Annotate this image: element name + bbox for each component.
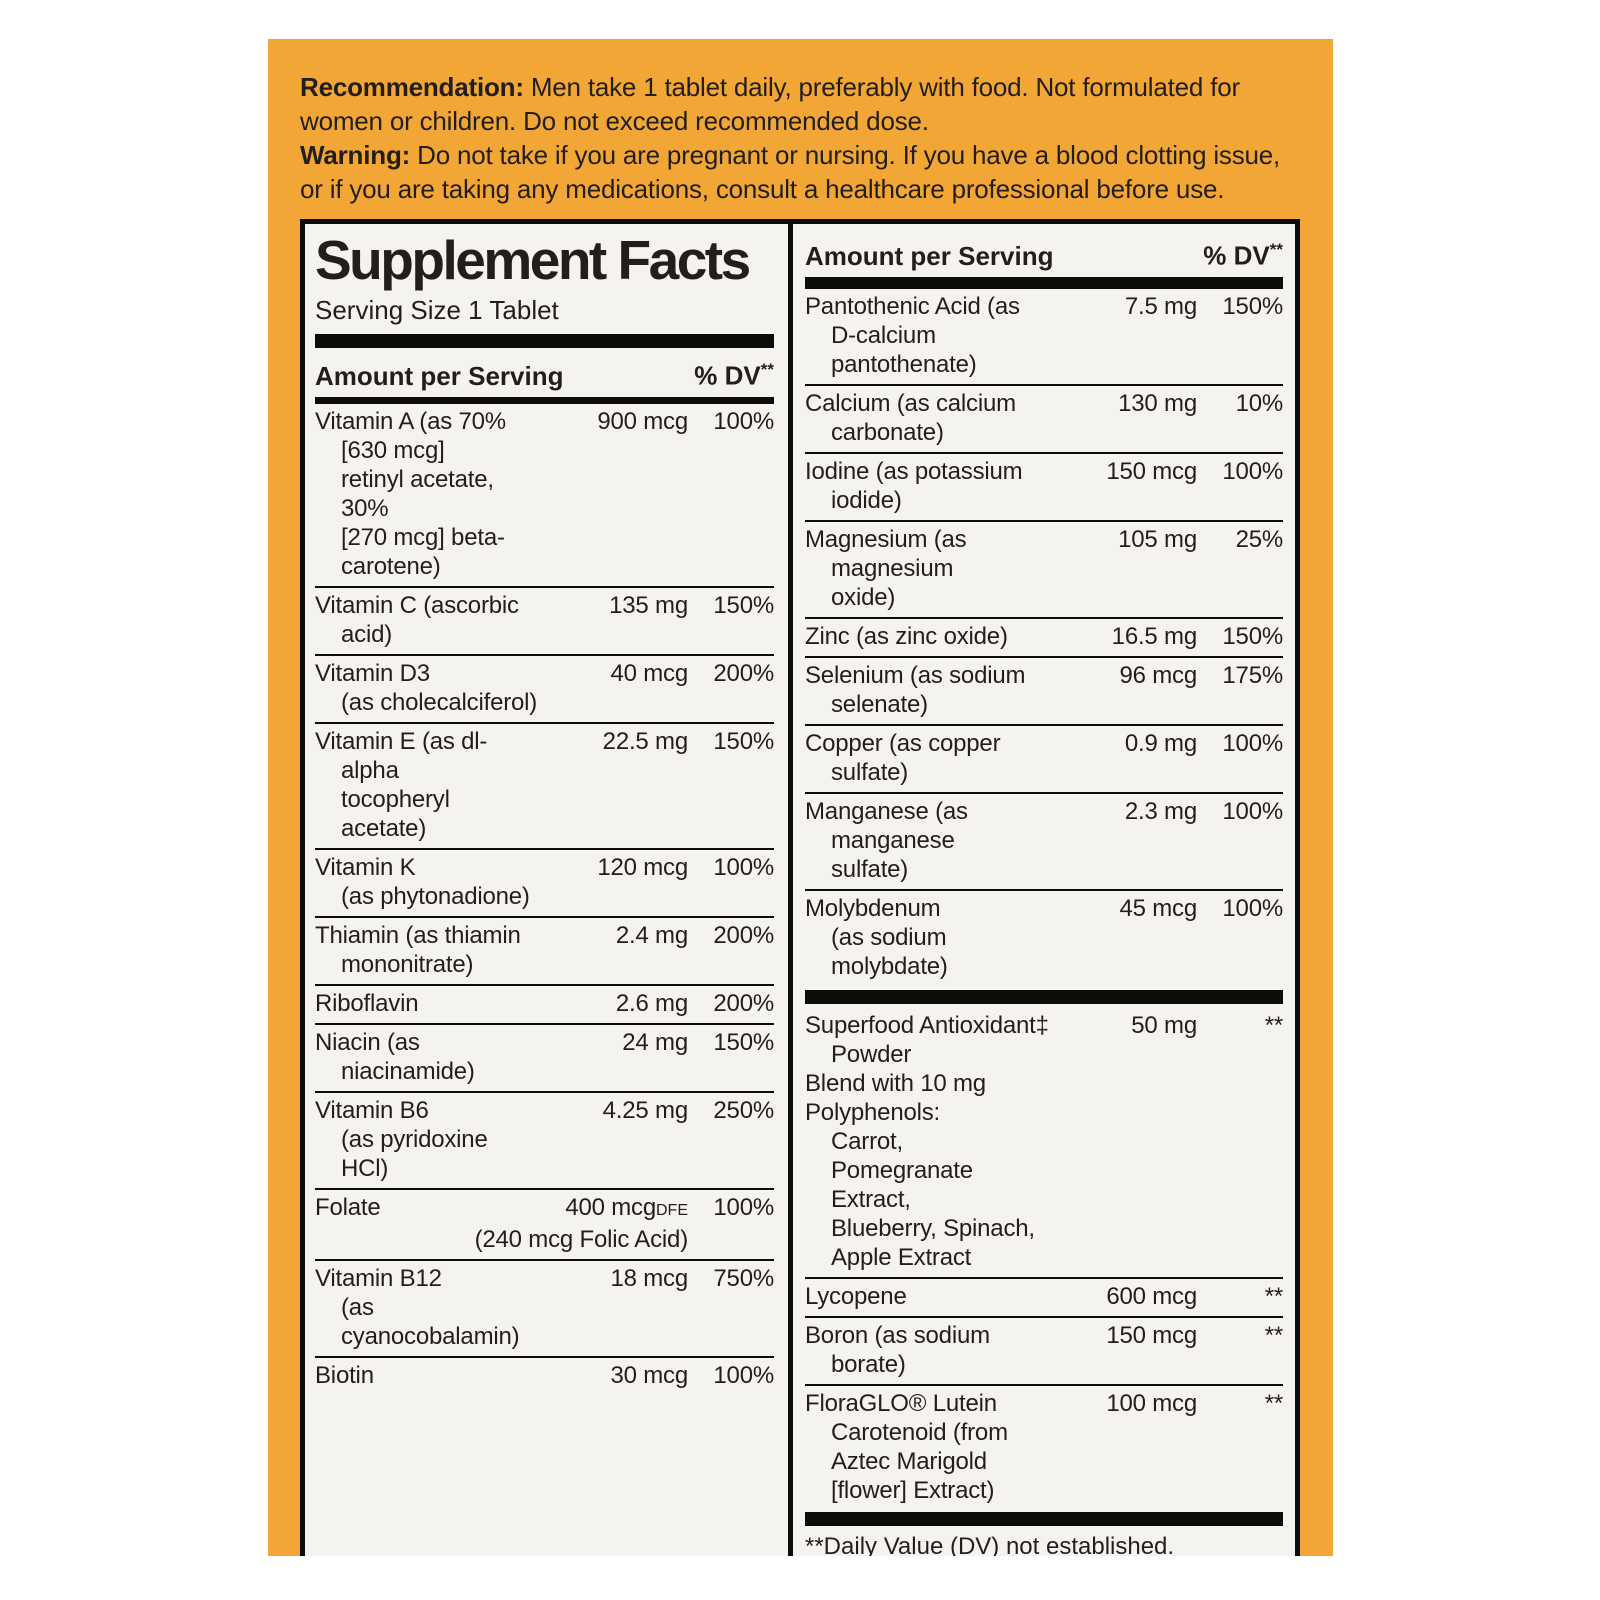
recommendation-body: Men take 1 tablet daily, preferably with… xyxy=(300,72,1240,136)
section-rule xyxy=(805,1511,1283,1526)
header-amount: Amount per Serving xyxy=(805,240,1054,271)
nutrient-row: Thiamin (as thiamin mononitrate) 2.4 mg 20… xyxy=(315,918,774,986)
nutrient-row: Vitamin A (as 70% [630 mcg] retinyl acet… xyxy=(315,404,774,588)
column-divider xyxy=(788,224,793,1556)
nutrient-row: Niacin (as niacinamide) 24 mg 150% xyxy=(315,1025,774,1093)
label-panel: Recommendation: Men take 1 tablet daily,… xyxy=(268,39,1333,1556)
nutrient-row: Zinc (as zinc oxide) 16.5 mg 150% xyxy=(805,619,1283,658)
nutrient-rows-left: Vitamin A (as 70% [630 mcg] retinyl acet… xyxy=(315,404,774,1395)
nutrient-row: Selenium (as sodium selenate) 96 mcg 175% xyxy=(805,658,1283,726)
nutrient-row: Riboflavin 2.6 mg 200% xyxy=(315,986,774,1025)
nutrient-row: Copper (as copper sulfate) 0.9 mg 100% xyxy=(805,726,1283,794)
recommendation-label: Recommendation: xyxy=(300,72,524,102)
nutrient-row: Vitamin E (as dl-alpha tocopheryl acetat… xyxy=(315,724,774,850)
nutrient-row: Vitamin B12 (as cyanocobalamin) 18 mcg 750… xyxy=(315,1261,774,1358)
nutrient-row: Pantothenic Acid (as D-calcium pantothen… xyxy=(805,289,1283,386)
nutrient-row: Boron (as sodium borate) 150 mcg ** xyxy=(805,1318,1283,1386)
recommendation-text: Recommendation: Men take 1 tablet daily,… xyxy=(300,70,1301,138)
nutrient-row: FloraGLO® Lutein Carotenoid (from Aztec … xyxy=(805,1389,1283,1504)
nutrient-row: Vitamin C (ascorbic acid) 135 mg 150% xyxy=(315,588,774,656)
header-dv: % DV** xyxy=(1203,240,1283,271)
warning-body: Do not take if you are pregnant or nursi… xyxy=(300,140,1281,204)
section-rule xyxy=(315,396,774,404)
facts-header-right: Amount per Serving % DV** xyxy=(805,228,1283,277)
nutrient-row: Magnesium (as magnesium oxide) 105 mg 25% xyxy=(805,522,1283,619)
nutrient-row: Iodine (as potassium iodide) 150 mcg 100% xyxy=(805,454,1283,522)
header-dv: % DV** xyxy=(694,360,774,391)
nutrient-row: Vitamin K (as phytonadione) 120 mcg 100% xyxy=(315,850,774,918)
nutrient-row: Superfood Antioxidant‡ Powder Blend with … xyxy=(805,1008,1283,1279)
header-amount: Amount per Serving xyxy=(315,360,564,391)
serving-size: Serving Size 1 Tablet xyxy=(315,295,559,325)
nutrient-row: Vitamin B6 (as pyridoxine HCl) 4.25 mg 250… xyxy=(315,1093,774,1190)
warning-text: Warning: Do not take if you are pregnant… xyxy=(300,138,1301,206)
facts-header-left: Amount per Serving % DV** xyxy=(315,348,774,397)
nutrient-row: Vitamin D3 (as cholecalciferol) 40 mcg 200… xyxy=(315,656,774,724)
nutrient-row: Manganese (as manganese sulfate) 2.3 mg 10… xyxy=(805,794,1283,891)
facts-title: Supplement Facts xyxy=(315,229,751,291)
warning-label: Warning: xyxy=(300,140,411,170)
nutrient-row: Biotin 30 mcg 100% xyxy=(315,1361,774,1389)
facts-right-column: Amount per Serving % DV** Pantothenic Ac… xyxy=(793,224,1295,1556)
nutrient-row: Folate 400 mcgDFE (240 mcg Folic Acid) 100% xyxy=(315,1190,774,1261)
dv-footnote: **Daily Value (DV) not established. xyxy=(805,1532,1175,1556)
section-rule xyxy=(805,276,1283,289)
facts-left-column: Supplement Facts Serving Size 1 Tablet A… xyxy=(305,224,788,1556)
nutrient-rows-right: Pantothenic Acid (as D-calcium pantothen… xyxy=(805,289,1283,1510)
nutrient-row: Lycopene 600 mcg ** xyxy=(805,1279,1283,1318)
nutrient-row: Calcium (as calcium carbonate) 130 mg 10% xyxy=(805,386,1283,454)
supplement-facts-panel: Supplement Facts Serving Size 1 Tablet A… xyxy=(300,219,1300,1556)
nutrient-row: Molybdenum (as sodium molybdate) 45 mcg 10… xyxy=(805,894,1283,980)
section-rule xyxy=(805,989,1283,1004)
section-rule xyxy=(315,334,774,348)
